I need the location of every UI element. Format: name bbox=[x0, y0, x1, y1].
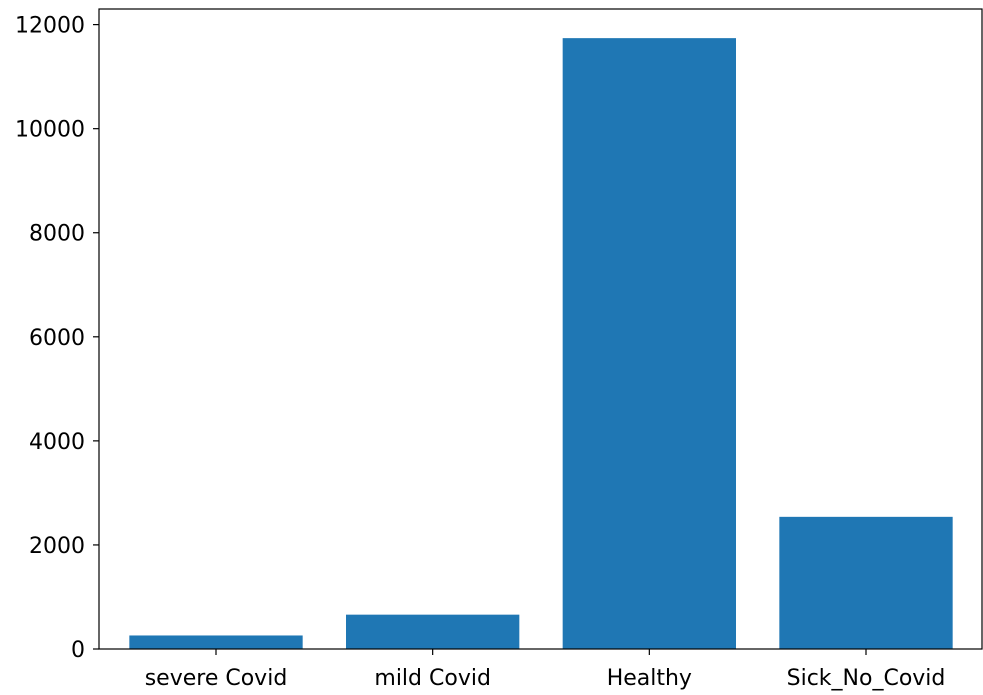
bar-sick-no-covid bbox=[779, 516, 953, 649]
x-tick-label: Healthy bbox=[607, 666, 692, 691]
y-tick-label: 0 bbox=[71, 638, 85, 663]
y-tick-label: 6000 bbox=[29, 326, 85, 351]
x-axis: severe Covid mild Covid Healthy Sick_No_Cov… bbox=[145, 649, 946, 691]
y-tick-label: 10000 bbox=[15, 118, 85, 143]
y-tick-label: 4000 bbox=[29, 430, 85, 455]
x-tick-label: severe Covid bbox=[145, 666, 288, 691]
bar-mild-covid bbox=[346, 614, 520, 649]
y-tick-label: 2000 bbox=[29, 534, 85, 559]
x-tick-label: mild Covid bbox=[374, 666, 491, 691]
y-tick-label: 8000 bbox=[29, 222, 85, 247]
bar-severe-covid bbox=[129, 635, 303, 649]
y-tick-label: 12000 bbox=[15, 14, 85, 39]
bar-healthy bbox=[562, 38, 736, 650]
bars-group bbox=[129, 38, 953, 650]
y-axis: 0 2000 4000 6000 8000 10000 12000 bbox=[15, 14, 99, 663]
x-tick-label: Sick_No_Covid bbox=[787, 666, 946, 691]
plot-frame bbox=[98, 8, 983, 650]
